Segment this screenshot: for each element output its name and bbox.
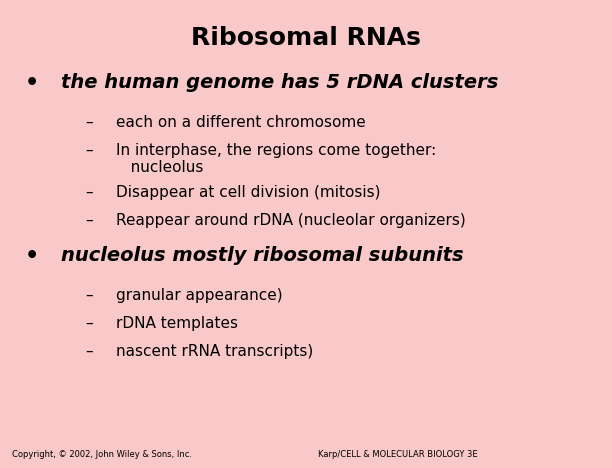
Text: –: – [86, 213, 93, 228]
Text: •: • [24, 73, 39, 93]
Text: –: – [86, 344, 93, 359]
Text: Reappear around rDNA (nucleolar organizers): Reappear around rDNA (nucleolar organize… [116, 213, 466, 228]
Text: Disappear at cell division (mitosis): Disappear at cell division (mitosis) [116, 185, 381, 200]
Text: –: – [86, 288, 93, 303]
Text: –: – [86, 316, 93, 331]
Text: nucleolus mostly ribosomal subunits: nucleolus mostly ribosomal subunits [61, 246, 464, 265]
Text: –: – [86, 185, 93, 200]
Text: nascent rRNA transcripts): nascent rRNA transcripts) [116, 344, 313, 359]
Text: In interphase, the regions come together:
   nucleolus: In interphase, the regions come together… [116, 143, 436, 175]
Text: Copyright, © 2002, John Wiley & Sons, Inc.: Copyright, © 2002, John Wiley & Sons, In… [12, 450, 192, 459]
Text: the human genome has 5 rDNA clusters: the human genome has 5 rDNA clusters [61, 73, 499, 92]
Text: Karp/CELL & MOLECULAR BIOLOGY 3E: Karp/CELL & MOLECULAR BIOLOGY 3E [318, 450, 478, 459]
Text: rDNA templates: rDNA templates [116, 316, 238, 331]
Text: Ribosomal RNAs: Ribosomal RNAs [191, 26, 421, 50]
Text: granular appearance): granular appearance) [116, 288, 283, 303]
Text: •: • [24, 246, 39, 266]
Text: –: – [86, 115, 93, 130]
Text: each on a different chromosome: each on a different chromosome [116, 115, 366, 130]
Text: –: – [86, 143, 93, 158]
